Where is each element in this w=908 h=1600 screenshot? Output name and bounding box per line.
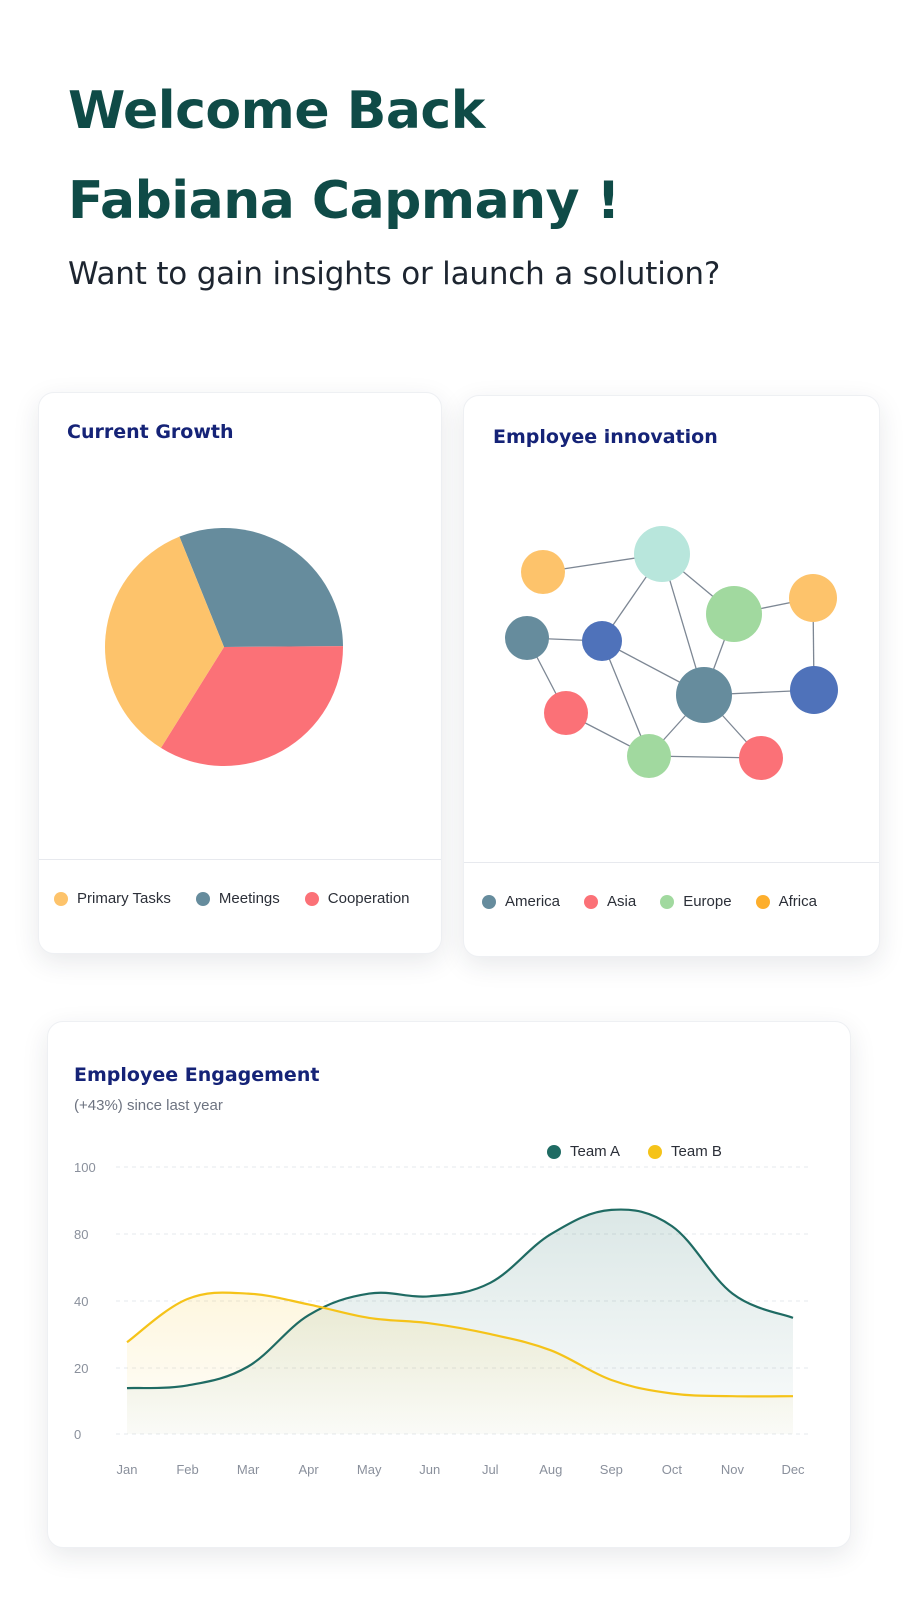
graph-node[interactable] xyxy=(634,526,690,582)
pie-slice-meetings[interactable] xyxy=(179,528,343,647)
x-tick-label: Feb xyxy=(176,1462,198,1477)
x-tick-label: Jul xyxy=(482,1462,499,1477)
y-tick-label: 100 xyxy=(74,1160,96,1175)
graph-node[interactable] xyxy=(789,574,837,622)
legend-label: Team A xyxy=(570,1143,621,1160)
pie-slice-primary-tasks[interactable] xyxy=(105,536,224,748)
legend-item-primary-tasks[interactable]: Primary Tasks xyxy=(54,890,171,907)
pie-slice-cooperation[interactable] xyxy=(160,646,344,767)
engagement-line-chart: 0 20 40 80 100 Jan Feb Mar Apr May Jun Jul Aug Sep Oct… xyxy=(74,1160,808,1477)
graph-node[interactable] xyxy=(790,666,838,714)
engagement-legend: Team A Team B xyxy=(547,1143,722,1160)
growth-legend: Primary Tasks Meetings Cooperation xyxy=(54,890,410,907)
series-line-team-b[interactable] xyxy=(126,1291,794,1398)
graph-node[interactable] xyxy=(676,667,732,723)
legend-label: Africa xyxy=(778,893,817,910)
welcome-line: Welcome Back xyxy=(68,81,485,141)
welcome-heading: Welcome Back Fabiana Capmany ! xyxy=(68,66,620,246)
graph-node[interactable] xyxy=(706,586,762,642)
graph-node[interactable] xyxy=(582,621,622,661)
legend-item-team-a[interactable]: Team A xyxy=(547,1143,620,1160)
x-tick-label: Jun xyxy=(419,1462,440,1477)
user-name-line: Fabiana Capmany ! xyxy=(68,171,620,231)
graph-node[interactable] xyxy=(521,550,565,594)
legend-label: Europe xyxy=(683,893,732,910)
legend-dot xyxy=(482,894,496,909)
card-divider xyxy=(464,862,879,863)
x-tick-label: Oct xyxy=(662,1462,683,1477)
y-tick-label: 40 xyxy=(74,1294,88,1309)
employee-engagement-card: Employee Engagement (+43%) since last ye… xyxy=(47,1021,851,1548)
legend-item-africa[interactable]: Africa xyxy=(755,893,817,910)
card-title: Employee Engagement xyxy=(74,1064,320,1086)
graph-node[interactable] xyxy=(544,691,588,735)
legend-item-europe[interactable]: Europe xyxy=(660,893,732,910)
current-growth-card: Current Growth Primary Tasks Meetings Co… xyxy=(38,392,442,954)
legend-label: Primary Tasks xyxy=(77,890,171,907)
legend-dot xyxy=(54,891,68,906)
x-tick-label: Nov xyxy=(721,1462,745,1477)
x-tick-label: Jan xyxy=(117,1462,138,1477)
card-title: Employee innovation xyxy=(493,426,718,448)
legend-dot xyxy=(547,1144,561,1159)
x-tick-label: Mar xyxy=(237,1462,260,1477)
card-title: Current Growth xyxy=(67,421,234,443)
legend-dot xyxy=(584,894,599,909)
x-tick-label: Dec xyxy=(781,1462,805,1477)
x-tick-label: Aug xyxy=(539,1462,562,1477)
legend-dot xyxy=(660,894,675,909)
legend-item-cooperation[interactable]: Cooperation xyxy=(304,890,410,907)
legend-dot xyxy=(648,1144,663,1159)
legend-label: Asia xyxy=(607,893,637,910)
legend-item-asia[interactable]: Asia xyxy=(584,893,636,910)
legend-dot xyxy=(195,891,210,906)
legend-item-team-b[interactable]: Team B xyxy=(648,1143,722,1160)
x-tick-label: Apr xyxy=(299,1462,320,1477)
y-tick-label: 20 xyxy=(74,1361,88,1376)
y-tick-label: 0 xyxy=(74,1427,81,1442)
series-line-team-a[interactable] xyxy=(126,1208,794,1390)
card-subtitle: (+43%) since last year xyxy=(74,1097,223,1114)
legend-label: America xyxy=(505,893,561,910)
x-tick-label: May xyxy=(357,1462,382,1477)
network-graph xyxy=(505,526,838,780)
hero-subtitle: Want to gain insights or launch a soluti… xyxy=(68,256,721,292)
legend-item-meetings[interactable]: Meetings xyxy=(195,890,280,907)
card-divider xyxy=(39,859,441,860)
legend-label: Team B xyxy=(671,1143,722,1160)
legend-item-america[interactable]: America xyxy=(482,893,560,910)
employee-innovation-card: Employee innovation xyxy=(463,395,880,957)
graph-node[interactable] xyxy=(505,616,549,660)
y-tick-label: 80 xyxy=(74,1227,88,1242)
legend-label: Cooperation xyxy=(327,890,410,907)
x-tick-label: Sep xyxy=(600,1462,623,1477)
pie-chart xyxy=(105,528,344,767)
legend-dot xyxy=(755,894,770,909)
legend-dot xyxy=(304,891,319,906)
graph-node[interactable] xyxy=(739,736,783,780)
graph-node[interactable] xyxy=(627,734,671,778)
innovation-legend: America Asia Europe Africa xyxy=(482,893,817,910)
legend-label: Meetings xyxy=(218,890,280,907)
